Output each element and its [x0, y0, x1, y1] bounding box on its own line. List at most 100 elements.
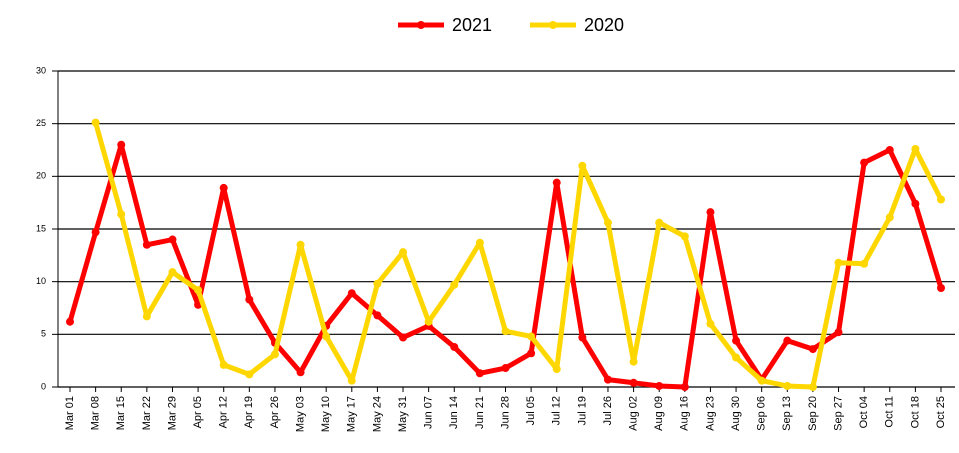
point [219, 183, 228, 192]
point [399, 248, 408, 257]
x-tick-label: Sep 27 [832, 396, 844, 431]
point [808, 345, 817, 354]
point [322, 332, 331, 341]
x-tick-label: May 24 [371, 396, 383, 432]
point [424, 317, 433, 326]
point [706, 319, 715, 328]
point [552, 178, 561, 187]
point [450, 280, 459, 289]
point [373, 279, 382, 288]
x-tick-label: Apr 05 [192, 396, 204, 428]
point [347, 289, 356, 298]
x-tick-label: Jun 07 [423, 396, 435, 429]
point [680, 383, 689, 391]
point [142, 312, 151, 321]
point [937, 283, 945, 292]
point [680, 232, 689, 241]
x-tick-label: Mar 01 [64, 396, 76, 430]
point [527, 332, 536, 341]
x-tick-label: May 17 [346, 396, 358, 432]
point [501, 327, 510, 336]
point [834, 258, 843, 267]
x-tick-label: Sep 13 [781, 396, 793, 431]
x-tick-label: Mar 22 [141, 396, 153, 430]
point [245, 295, 254, 304]
point [783, 336, 792, 345]
x-tick-label: Mar 15 [115, 396, 127, 430]
point [885, 146, 894, 154]
point [475, 369, 484, 378]
point [527, 349, 536, 358]
x-tick-label: May 31 [397, 396, 409, 432]
point [937, 195, 945, 204]
y-tick-label: 0 [41, 381, 46, 391]
point [911, 144, 920, 153]
point [732, 336, 741, 345]
legend-label: 2020 [584, 15, 624, 35]
x-tick-label: Jul 19 [576, 396, 588, 425]
point [629, 357, 638, 366]
point [603, 218, 612, 227]
point [168, 268, 177, 277]
x-tick-label: Apr 12 [218, 396, 230, 428]
point [91, 118, 100, 127]
x-tick-label: Jul 26 [602, 396, 614, 425]
point [117, 210, 126, 219]
x-tick-label: Aug 02 [627, 396, 639, 431]
point [373, 311, 382, 320]
legend-label: 2021 [452, 15, 492, 35]
point [885, 213, 894, 222]
x-tick-label: Aug 23 [704, 396, 716, 431]
point [219, 360, 228, 369]
x-tick-label: Oct 25 [935, 396, 947, 428]
point [168, 235, 177, 244]
x-tick-label: Jul 05 [525, 396, 537, 425]
x-tick-label: Aug 30 [730, 396, 742, 431]
point [501, 364, 510, 373]
point [860, 259, 869, 268]
x-tick-label: Sep 06 [756, 396, 768, 431]
point [270, 350, 279, 359]
legend-marker [549, 21, 557, 29]
point [911, 199, 920, 208]
y-tick-label: 15 [36, 223, 46, 233]
x-tick-label: Jun 21 [474, 396, 486, 429]
point [347, 376, 356, 385]
point [655, 381, 664, 390]
series-line [93, 121, 944, 390]
point [629, 378, 638, 387]
point [578, 161, 587, 170]
point [66, 317, 74, 326]
x-tick-label: May 10 [320, 396, 332, 432]
point [655, 218, 664, 227]
point [245, 370, 254, 379]
x-tick-label: Sep 20 [807, 396, 819, 431]
x-tick-label: Jul 12 [551, 396, 563, 425]
point [296, 368, 305, 377]
point [783, 381, 792, 390]
point [808, 383, 817, 391]
x-tick-label: Apr 19 [243, 396, 255, 428]
x-tick-label: Aug 09 [653, 396, 665, 431]
x-tick-label: Mar 08 [90, 396, 102, 430]
x-tick-label: Oct 18 [909, 396, 921, 428]
point [578, 333, 587, 342]
x-tick-label: Oct 04 [858, 396, 870, 428]
x-tick-label: Jun 28 [499, 396, 511, 429]
point [91, 228, 100, 237]
legend-marker [417, 21, 425, 29]
point [834, 328, 843, 337]
point [117, 140, 126, 149]
x-tick-label: Jun 14 [448, 396, 460, 429]
x-tick-label: Apr 26 [269, 396, 281, 428]
point [399, 333, 408, 342]
y-tick-label: 5 [41, 329, 46, 339]
x-tick-label: May 03 [294, 396, 306, 432]
x-tick-label: Oct 11 [884, 396, 896, 428]
y-tick-label: 25 [36, 118, 46, 128]
y-tick-label: 30 [36, 65, 46, 75]
y-tick-label: 20 [36, 171, 46, 181]
point [194, 286, 203, 295]
point [142, 240, 151, 249]
point [450, 342, 459, 351]
